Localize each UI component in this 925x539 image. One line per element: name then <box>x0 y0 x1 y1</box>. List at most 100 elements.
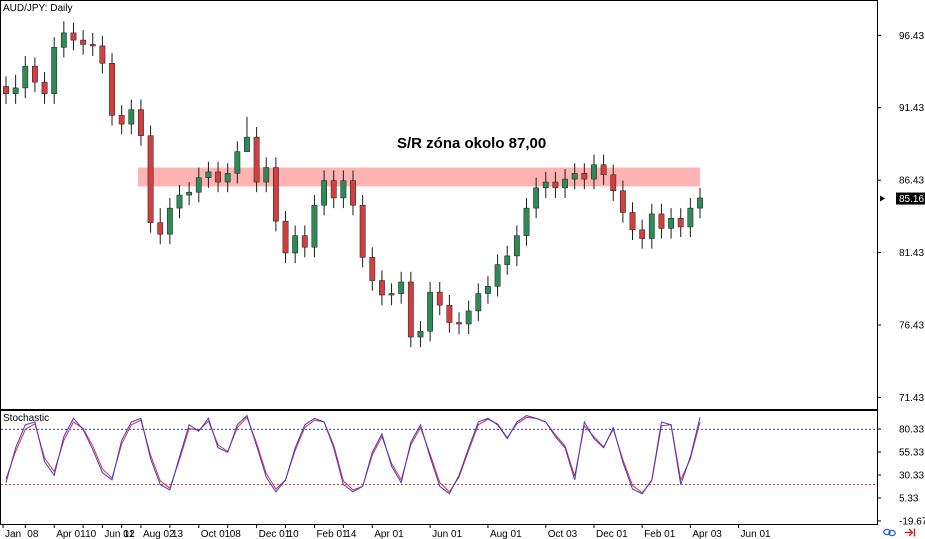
link-icon[interactable] <box>883 528 896 537</box>
candle-body <box>3 86 9 94</box>
candle-body <box>109 63 115 116</box>
candle-body <box>195 177 202 193</box>
candle-body <box>465 310 472 325</box>
candle-body <box>687 207 694 228</box>
candle-body <box>610 174 617 191</box>
price-pane-frame <box>0 0 878 410</box>
candle-body <box>272 167 279 222</box>
time-tick-label: Apr 01 <box>374 529 404 539</box>
candle-body <box>205 171 212 178</box>
time-tick-label: 14 <box>345 529 357 539</box>
candle-body <box>639 229 646 239</box>
time-tick-label: Jun 01 <box>432 529 462 539</box>
candle-body <box>330 180 337 199</box>
candle-body <box>253 136 260 183</box>
candle-body <box>591 164 597 180</box>
stochastic-tick-label: 80.33 <box>899 425 924 436</box>
sr-zone-annotation: S/R zóna okolo 87,00 <box>397 135 546 152</box>
current-price-arrow-icon <box>880 195 885 202</box>
candle-body <box>12 87 19 94</box>
candle-body <box>51 47 58 94</box>
candle-body <box>388 293 395 296</box>
candle-body <box>398 281 405 294</box>
candle-body <box>485 286 491 294</box>
candle-body <box>176 194 183 209</box>
candle-body <box>340 180 347 199</box>
candle-body <box>263 167 270 183</box>
candle-body <box>407 281 414 338</box>
candle-body <box>629 212 636 231</box>
candle-body <box>533 187 540 209</box>
candle-body <box>494 264 501 287</box>
candle-body <box>118 115 125 125</box>
stochastic-tick-label: 30.33 <box>899 471 924 482</box>
time-tick-label: Jun 01 <box>741 529 771 539</box>
candle-body <box>138 109 144 136</box>
candle-body <box>321 180 327 206</box>
candle-body <box>475 293 482 312</box>
candle-body <box>311 204 318 248</box>
candle-body <box>60 32 67 48</box>
scroll-to-end-icon[interactable] <box>905 528 916 537</box>
time-tick-label: Apr 01 <box>56 529 86 539</box>
candle-body <box>224 173 231 183</box>
candle-body <box>542 181 549 189</box>
current-price-marker: 85.16 <box>880 192 925 205</box>
price-tick-label: 71.43 <box>899 393 924 404</box>
candle-body <box>648 213 655 239</box>
candle-body <box>581 173 588 180</box>
stochastic-main-line <box>5 414 701 495</box>
candle-body <box>523 207 530 236</box>
candle-body <box>504 255 511 265</box>
time-tick-label: Jan <box>5 529 21 539</box>
price-tick-label: 81.43 <box>899 248 924 259</box>
candle-body <box>619 190 626 213</box>
candle-body <box>234 151 241 174</box>
candle-body <box>677 218 684 228</box>
time-tick-label: 08 <box>27 529 39 539</box>
time-tick-label: Apr 03 <box>692 529 722 539</box>
price-tick-label: 96.43 <box>899 31 924 42</box>
candle-body <box>186 191 193 196</box>
price-tick-label: 86.43 <box>899 176 924 187</box>
price-pane-title: AUD/JPY: Daily <box>3 3 72 14</box>
candle-body <box>70 32 77 41</box>
candle-body <box>571 173 578 180</box>
stochastic-pane-frame <box>0 410 878 525</box>
candle-body <box>417 330 424 338</box>
candle-body <box>369 257 376 281</box>
candle-body <box>215 171 221 183</box>
time-tick-label: Oct 01 <box>201 529 231 539</box>
candle-body <box>658 213 665 229</box>
current-price-box <box>896 192 925 205</box>
candle-body <box>427 291 434 332</box>
time-tick-label: Feb 01 <box>644 529 676 539</box>
candle-body <box>282 220 289 254</box>
time-tick-label: Dec 01 <box>259 529 291 539</box>
candle-body <box>157 222 164 235</box>
candle-body <box>99 45 106 64</box>
stochastic-tick-label: 5.33 <box>899 493 919 504</box>
time-tick-label: 08 <box>230 529 242 539</box>
price-axis[interactable]: 96.43 91.43 86.43 81.43 76.43 71.43 <box>877 31 924 404</box>
candle-body <box>562 178 568 189</box>
price-tick-label: 76.43 <box>899 320 924 331</box>
candle-body <box>513 235 520 257</box>
candle-body <box>128 109 135 125</box>
current-price-label: 85.16 <box>899 194 924 205</box>
candle-body <box>456 322 462 325</box>
candle-body <box>379 280 385 296</box>
stochastic-tick-label: -19.67 <box>899 516 925 527</box>
candle-body <box>89 44 96 47</box>
candle-body <box>22 65 29 89</box>
stochastic-axis[interactable]: 80.33 55.33 30.33 5.33 -19.67 <box>877 425 925 528</box>
candles-layer <box>3 21 703 348</box>
time-tick-label: 12 <box>124 529 136 539</box>
time-tick-label: Jun 01 <box>104 529 134 539</box>
stochastic-pane-title: Stochastic <box>3 413 49 424</box>
candle-body <box>244 136 250 152</box>
time-tick-label: Aug 01 <box>490 529 522 539</box>
stochastic-layer <box>1 414 877 495</box>
